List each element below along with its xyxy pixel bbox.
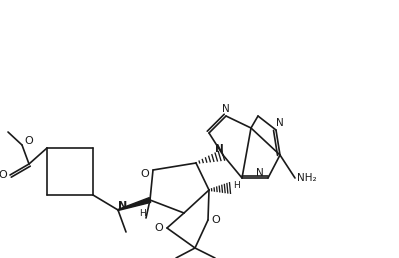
Text: O: O (155, 223, 163, 233)
Text: O: O (211, 215, 220, 225)
Text: H: H (233, 181, 239, 190)
Text: NH₂: NH₂ (297, 173, 317, 183)
Text: O: O (25, 136, 34, 146)
Text: N: N (256, 168, 264, 178)
Text: N: N (222, 104, 230, 114)
Text: H: H (138, 209, 145, 219)
Text: O: O (0, 170, 7, 180)
Polygon shape (118, 198, 151, 211)
Text: O: O (140, 169, 149, 179)
Text: N: N (119, 201, 128, 211)
Text: N: N (215, 144, 223, 154)
Text: N: N (276, 118, 284, 128)
